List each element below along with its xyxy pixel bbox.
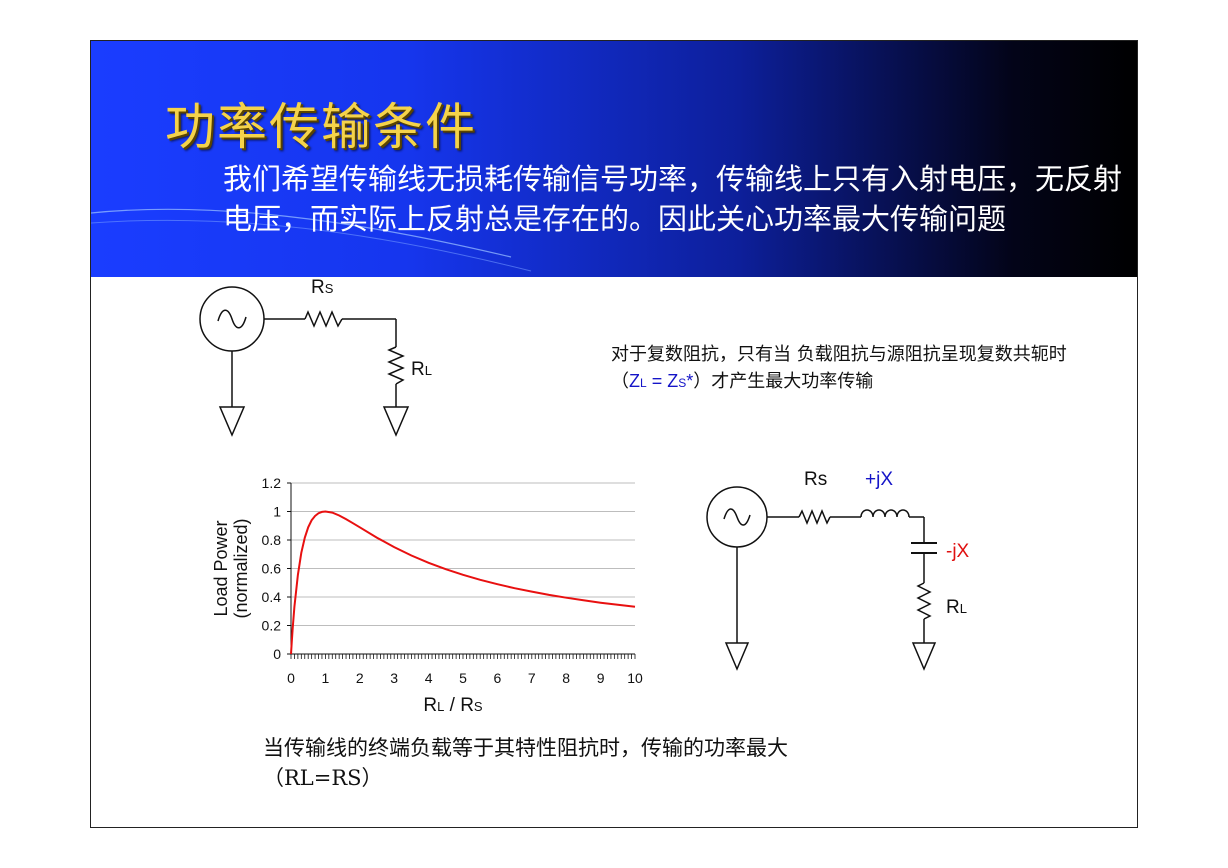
bottom-note: 当传输线的终端负载等于其特性阻抗时，传输的功率最大（RL=RS）: [263, 736, 788, 790]
y-axis-label: Load Power: [211, 520, 231, 616]
y-tick-label: 0.2: [262, 618, 282, 634]
load-power-chart: 0 0.2 0.4 0.6 0.8 1 1.2 0 1 2 3 4 5 6 7 8 9 10 Load Powe…: [211, 475, 643, 716]
complex-impedance-note: 对于复数阻抗，只有当 负载阻抗与源阻抗呈现复数共轭时（ZL = ZS*）才产生最…: [611, 344, 1067, 392]
resistor-rs: [798, 509, 831, 525]
y-tick-label: 1: [273, 504, 281, 520]
y-tick-label: 0.4: [262, 589, 282, 605]
resistor-rl: [387, 346, 405, 385]
minus-jx-label: -jX: [946, 541, 970, 562]
decorative-swoosh: [91, 208, 532, 272]
x-tick-label: 5: [459, 670, 467, 686]
chart-grid: [287, 482, 635, 655]
x-axis-label: RL / RS: [423, 695, 483, 716]
x-tick-label: 3: [390, 670, 398, 686]
series-load-power: [290, 510, 636, 655]
ground-symbol: [382, 406, 410, 437]
inductor-plus-jx: [860, 509, 910, 518]
simple-circuit: RS RL: [199, 277, 432, 437]
slide: 功率传输条件 我们希望传输线无损耗传输信号功率，传输线上只有入射电压，无反射电压…: [90, 40, 1138, 828]
resistor-rs: [304, 310, 343, 328]
y-tick-label: 0: [273, 646, 281, 662]
y-tick-label: 0.8: [262, 532, 282, 548]
ground-symbol: [218, 406, 246, 437]
plus-jx-label: +jX: [865, 469, 893, 490]
x-tick-label: 10: [627, 670, 643, 686]
y-tick-label: 1.2: [262, 475, 282, 491]
rs-label: Rs: [804, 469, 827, 490]
rl-label: RL: [411, 359, 432, 380]
ground-symbol: [911, 642, 937, 671]
x-tick-label: 4: [425, 670, 433, 686]
intro-text: 我们希望传输线无损耗传输信号功率，传输线上只有入射电压，无反射电压，而实际上反射…: [223, 162, 1123, 236]
y-tick-label: 0.6: [262, 561, 282, 577]
series-line: [290, 510, 636, 655]
x-tick-label: 6: [494, 670, 502, 686]
x-tick-labels: 0 1 2 3 4 5 6 7 8 9 10: [287, 670, 643, 686]
y-axis-label: (normalized): [231, 518, 251, 618]
complex-circuit: Rs +jX -jX RL: [706, 469, 970, 671]
x-minor-ticks: [290, 654, 636, 659]
rl-label: RL: [946, 597, 967, 618]
y-tick-labels: 0 0.2 0.4 0.6 0.8 1 1.2: [262, 475, 282, 662]
x-tick-label: 8: [562, 670, 570, 686]
title-banner: 功率传输条件 我们希望传输线无损耗传输信号功率，传输线上只有入射电压，无反射电压…: [91, 41, 1137, 277]
x-tick-label: 0: [287, 670, 295, 686]
x-tick-label: 2: [356, 670, 364, 686]
page-title: 功率传输条件: [165, 98, 477, 156]
x-tick-label: 9: [597, 670, 605, 686]
resistor-rl: [916, 582, 932, 620]
rs-label: RS: [311, 277, 334, 298]
ground-symbol: [724, 642, 750, 671]
x-tick-label: 7: [528, 670, 536, 686]
x-tick-label: 1: [322, 670, 330, 686]
